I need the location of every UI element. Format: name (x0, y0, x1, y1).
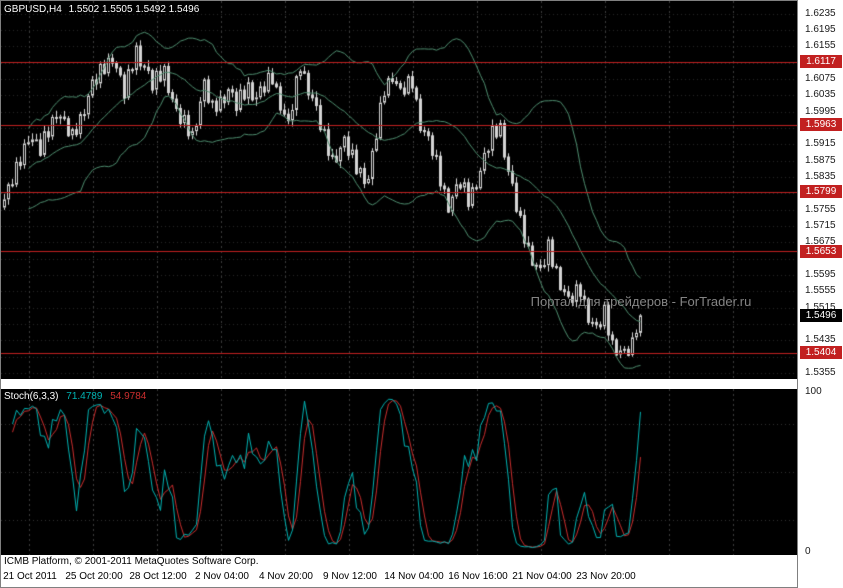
price-chart-canvas[interactable] (1, 1, 797, 379)
price-tick: 1.5715 (805, 219, 836, 231)
price-level-badge: 1.5963 (800, 118, 842, 132)
price-tick: 1.5515 (805, 301, 836, 313)
price-axis[interactable]: 100 0 1.6235 1.6195 1.6155 1.6075 1.6035 1.59… (797, 0, 843, 588)
time-label: 25 Oct 20:00 (65, 571, 123, 582)
copyright-text: ICMB Platform, © 2001-2011 MetaQuotes So… (4, 556, 259, 567)
price-tick: 1.5915 (805, 138, 836, 150)
status-bar: ICMB Platform, © 2001-2011 MetaQuotes So… (1, 556, 797, 569)
time-label: 2 Nov 04:00 (195, 571, 249, 582)
indicator-header: Stoch(6,3,3) 71.4789 54.9784 (4, 391, 151, 402)
quote-header: GBPUSD,H4 1.5502 1.5505 1.5492 1.5496 (4, 4, 203, 15)
stochastic-panel[interactable]: Stoch(6,3,3) 71.4789 54.9784 (1, 389, 797, 555)
price-tick: 1.5355 (805, 366, 836, 378)
price-tick: 1.6235 (805, 7, 836, 19)
price-tick: 1.5555 (805, 285, 836, 297)
symbol-timeframe-label: GBPUSD,H4 (4, 4, 62, 15)
price-level-badge: 1.5404 (800, 346, 842, 360)
price-level-badge: 1.5653 (800, 244, 842, 258)
price-tick: 1.5755 (805, 203, 836, 215)
current-price-badge: 1.5496 (800, 308, 842, 322)
price-tick: 1.5995 (805, 105, 836, 117)
indicator-name: Stoch(6,3,3) (4, 391, 59, 402)
time-label: 16 Nov 16:00 (448, 571, 508, 582)
price-tick: 1.5875 (805, 154, 836, 166)
price-tick: 1.5595 (805, 268, 836, 280)
time-label: 4 Nov 20:00 (259, 571, 313, 582)
price-tick: 1.6035 (805, 89, 836, 101)
time-label: 14 Nov 04:00 (384, 571, 444, 582)
price-tick: 1.5435 (805, 334, 836, 346)
indicator-scale-top: 100 (805, 386, 822, 397)
price-tick: 1.6075 (805, 72, 836, 84)
ohlc-values: 1.5502 1.5505 1.5492 1.5496 (68, 4, 200, 15)
price-tick: 1.6195 (805, 23, 836, 35)
indicator-main-value: 71.4789 (66, 391, 103, 402)
price-tick: 1.6155 (805, 40, 836, 52)
time-label: 9 Nov 12:00 (323, 571, 377, 582)
price-level-badge: 1.5799 (800, 185, 842, 199)
indicator-scale-bottom: 0 (805, 546, 811, 557)
indicator-signal-value: 54.9784 (110, 391, 147, 402)
time-label: 21 Nov 04:00 (512, 571, 572, 582)
watermark-text: Портал для трейдеров - ForTrader.ru (530, 294, 752, 309)
time-label: 28 Oct 12:00 (129, 571, 187, 582)
price-tick: 1.5675 (805, 236, 836, 248)
price-tick: 1.5835 (805, 170, 836, 182)
price-chart-panel[interactable]: GBPUSD,H4 1.5502 1.5505 1.5492 1.5496 По… (1, 1, 797, 379)
time-label: 21 Oct 2011 (3, 571, 57, 582)
time-label: 23 Nov 20:00 (576, 571, 636, 582)
stochastic-canvas[interactable] (1, 389, 797, 555)
time-axis[interactable]: 21 Oct 2011 25 Oct 20:00 28 Oct 12:00 2 Nov… (1, 569, 797, 587)
price-level-badge: 1.6117 (800, 55, 842, 69)
